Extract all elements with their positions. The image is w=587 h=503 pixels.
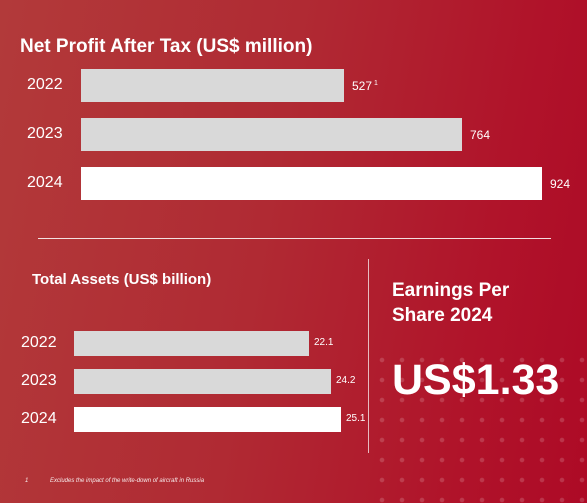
bar-2024 (74, 407, 341, 432)
value-label-2024: 25.1 (346, 413, 365, 424)
value-number-2022: 22.1 (314, 337, 334, 348)
footnote-text: Excludes the impact of the write-down of… (50, 478, 205, 484)
eps-value: US$1.33 (392, 356, 560, 404)
value-label-2023: 24.2 (336, 375, 355, 386)
value-label-2022: 527 1 (352, 79, 378, 93)
footnote-marker: 1 (25, 478, 29, 484)
net-profit-chart-title: Net Profit After Tax (US$ million) (20, 36, 313, 57)
footnote: 1 Excludes the impact of the write-down o… (25, 478, 204, 484)
horizontal-divider (38, 238, 551, 239)
value-number-2022: 527 (352, 79, 373, 93)
dot-pattern-decoration (372, 350, 587, 503)
vertical-divider (368, 259, 369, 453)
category-label-2022: 2022 (21, 334, 57, 351)
eps-title: Earnings Per Share 2024 (392, 280, 510, 326)
value-label-2024: 924 (550, 177, 570, 191)
bar-2022 (81, 69, 344, 102)
value-footnote-marker: 1 (372, 80, 378, 87)
category-label-2023: 2023 (27, 125, 63, 142)
total-assets-chart-title: Total Assets (US$ billion) (32, 271, 212, 288)
category-label-2024: 2024 (21, 410, 57, 427)
bar-2022 (74, 331, 309, 356)
category-label-2022: 2022 (27, 76, 63, 93)
value-label-2023: 764 (470, 128, 490, 142)
value-number-2024: 924 (550, 177, 571, 191)
category-label-2023: 2023 (21, 372, 57, 389)
value-number-2024: 25.1 (346, 413, 366, 424)
value-number-2023: 24.2 (336, 375, 356, 386)
value-label-2022: 22.1 (314, 337, 333, 348)
value-number-2023: 764 (470, 128, 491, 142)
bar-2023 (74, 369, 331, 394)
category-label-2024: 2024 (27, 174, 63, 191)
bar-2024 (81, 167, 542, 200)
bar-2023 (81, 118, 462, 151)
